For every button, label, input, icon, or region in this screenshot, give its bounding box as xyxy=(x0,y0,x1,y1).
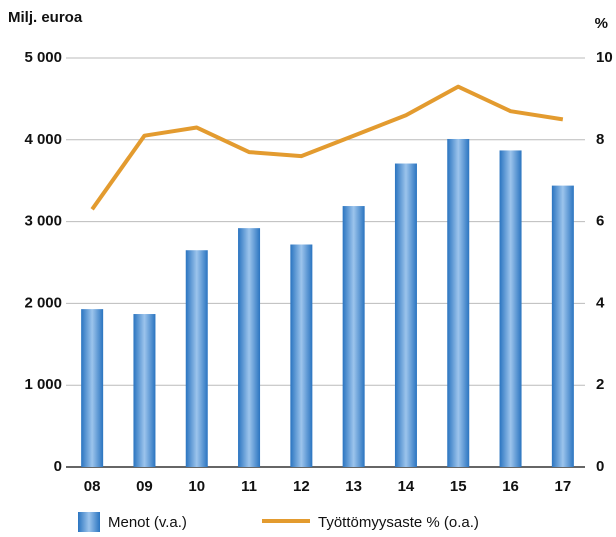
x-tick-label: 17 xyxy=(555,478,572,495)
y2-tick-label: 4 xyxy=(596,294,605,311)
y2-tick-label: 2 xyxy=(596,376,604,393)
bar xyxy=(499,150,522,467)
legend-label: Menot (v.a.) xyxy=(108,514,187,531)
bar xyxy=(133,314,156,467)
x-tick-label: 11 xyxy=(241,478,257,495)
y2-tick-label: 8 xyxy=(596,131,604,148)
y-tick-label: 3 000 xyxy=(24,213,62,230)
line xyxy=(90,84,564,211)
x-tick-label: 14 xyxy=(398,478,415,495)
y-tick-label: 1 000 xyxy=(24,376,62,393)
bar xyxy=(290,244,313,467)
x-tick-label: 12 xyxy=(293,478,310,495)
bar xyxy=(342,206,365,468)
y-tick-label: 5 000 xyxy=(24,49,62,66)
x-tick-label: 16 xyxy=(502,478,519,495)
x-tick-label: 15 xyxy=(450,478,467,495)
y2-axis-label: % xyxy=(595,15,608,32)
bar xyxy=(394,163,417,467)
x-tick-label: 13 xyxy=(345,478,362,495)
bar xyxy=(185,250,208,467)
y-tick-label: 0 xyxy=(54,458,62,475)
bar xyxy=(551,185,574,467)
y2-tick-label: 10 xyxy=(596,49,613,66)
x-tick-label: 10 xyxy=(188,478,205,495)
legend-swatch xyxy=(78,512,100,532)
y2-tick-label: 6 xyxy=(596,213,604,230)
y-tick-label: 2 000 xyxy=(24,294,62,311)
y-axis-label: Milj. euroa xyxy=(8,9,83,26)
x-tick-label: 09 xyxy=(136,478,153,495)
y2-tick-label: 0 xyxy=(596,458,604,475)
bar xyxy=(447,138,470,467)
x-tick-label: 08 xyxy=(84,478,101,495)
y-tick-label: 4 000 xyxy=(24,131,62,148)
bar xyxy=(238,228,261,467)
legend-label: Työttömyysaste % (o.a.) xyxy=(318,514,479,531)
bar xyxy=(81,309,104,467)
